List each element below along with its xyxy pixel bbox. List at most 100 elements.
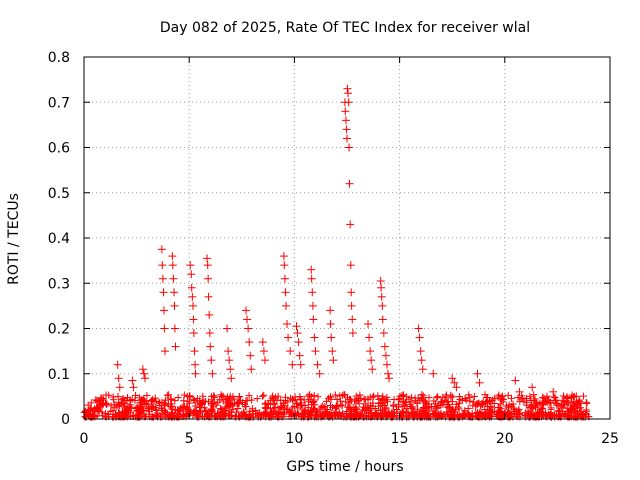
- data-point: [381, 351, 390, 360]
- baseline-point: [109, 393, 117, 401]
- baseline-point: [271, 404, 279, 412]
- baseline-point: [300, 407, 308, 415]
- data-point: [310, 333, 319, 342]
- baseline-point: [331, 404, 339, 412]
- data-point: [348, 329, 357, 338]
- baseline-point: [180, 412, 188, 420]
- baseline-point: [298, 412, 306, 420]
- data-point: [367, 356, 376, 365]
- baseline-point: [516, 398, 524, 406]
- baseline-point: [490, 408, 498, 416]
- baseline-point: [89, 408, 97, 416]
- data-point: [259, 347, 268, 356]
- baseline-point: [91, 411, 99, 419]
- baseline-point: [183, 404, 191, 412]
- data-point: [223, 324, 232, 333]
- data-point: [160, 324, 169, 333]
- baseline-point: [222, 403, 230, 411]
- data-point: [418, 365, 427, 374]
- baseline-point: [437, 399, 445, 407]
- baseline-point: [329, 403, 337, 411]
- data-point: [511, 376, 520, 385]
- baseline-point: [312, 407, 320, 415]
- data-point: [189, 329, 198, 338]
- data-point: [415, 333, 424, 342]
- baseline-point: [568, 391, 576, 399]
- data-point: [365, 333, 374, 342]
- baseline-point: [544, 410, 552, 418]
- data-point: [385, 374, 394, 383]
- baseline-point: [514, 394, 522, 402]
- baseline-point: [509, 400, 517, 408]
- baseline-point: [331, 391, 339, 399]
- baseline-point: [233, 400, 241, 408]
- data-point: [191, 360, 200, 369]
- x-axis-title: GPS time / hours: [286, 459, 403, 475]
- baseline-point: [370, 392, 378, 400]
- baseline-point: [161, 406, 169, 414]
- data-point: [189, 315, 198, 324]
- y-tick-label: 0.8: [48, 50, 70, 66]
- data-point: [515, 387, 524, 396]
- baseline-point: [583, 399, 591, 407]
- baseline-point: [356, 391, 364, 399]
- baseline-point: [361, 404, 369, 412]
- baseline-point: [189, 411, 197, 419]
- data-point: [169, 274, 178, 283]
- data-point: [141, 374, 150, 383]
- baseline-point: [504, 391, 512, 399]
- baseline-point: [301, 406, 309, 414]
- baseline-point: [399, 402, 407, 410]
- baseline-point: [143, 392, 151, 400]
- baseline-point: [383, 396, 391, 404]
- y-tick-label: 0.3: [48, 276, 70, 292]
- baseline-point: [389, 411, 397, 419]
- y-tick-label: 0.4: [48, 231, 70, 247]
- data-point: [203, 254, 212, 263]
- data-point: [159, 306, 168, 315]
- baseline-point: [351, 405, 359, 413]
- baseline-point: [152, 404, 160, 412]
- baseline-point: [280, 410, 288, 418]
- baseline-point: [308, 408, 316, 416]
- baseline-point: [180, 397, 188, 405]
- baseline-point: [479, 397, 487, 405]
- baseline-point: [337, 401, 345, 409]
- baseline-point: [336, 392, 344, 400]
- data-point: [203, 261, 212, 270]
- y-tick-label: 0.1: [48, 367, 70, 383]
- baseline-point: [375, 402, 383, 410]
- data-point: [326, 306, 335, 315]
- baseline-point: [100, 396, 108, 404]
- data-point: [279, 252, 288, 261]
- data-point: [115, 383, 124, 392]
- baseline-point: [245, 392, 253, 400]
- baseline-point: [317, 403, 325, 411]
- baseline-point: [99, 395, 107, 403]
- data-point: [243, 315, 252, 324]
- baseline-point: [413, 399, 421, 407]
- baseline-point: [226, 411, 234, 419]
- data-point: [307, 265, 316, 274]
- baseline-point: [536, 399, 544, 407]
- baseline-point: [199, 396, 207, 404]
- baseline-point: [98, 400, 106, 408]
- x-tick-label: 20: [496, 431, 514, 447]
- data-point: [225, 356, 234, 365]
- data-point: [313, 360, 322, 369]
- data-point: [368, 365, 377, 374]
- baseline-point: [151, 394, 159, 402]
- baseline-point: [398, 408, 406, 416]
- baseline-point: [254, 411, 262, 419]
- baseline-point: [260, 391, 268, 399]
- data-point: [329, 356, 338, 365]
- data-point: [377, 283, 386, 292]
- data-point: [315, 369, 324, 378]
- baseline-point: [559, 392, 567, 400]
- baseline-point: [582, 398, 590, 406]
- baseline-point: [513, 408, 521, 416]
- data-point: [186, 261, 195, 270]
- data-point: [207, 356, 216, 365]
- y-tick-label: 0.2: [48, 322, 70, 338]
- baseline-point: [264, 400, 272, 408]
